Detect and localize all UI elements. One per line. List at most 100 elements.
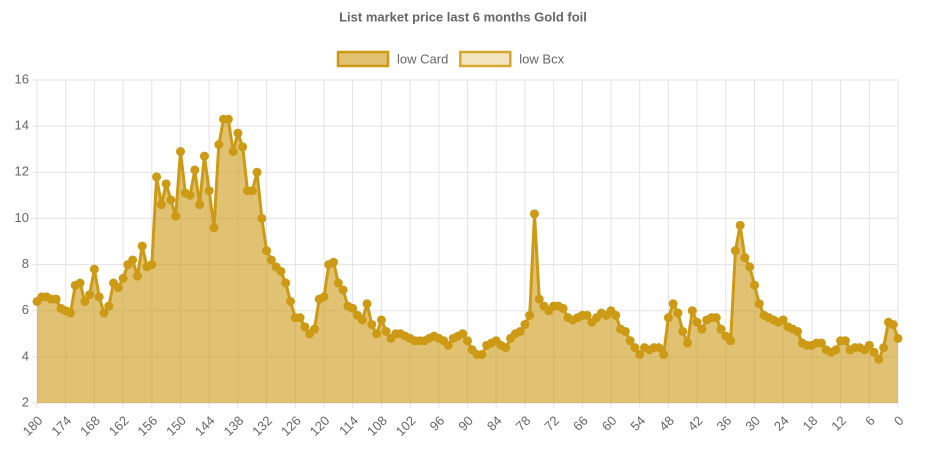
- data-point: [620, 326, 630, 336]
- data-point: [458, 329, 468, 339]
- y-tick-label: 2: [22, 394, 29, 409]
- data-point: [558, 303, 568, 313]
- data-point: [104, 301, 114, 311]
- data-point: [778, 315, 788, 325]
- x-tick-label: 96: [427, 413, 448, 434]
- data-point: [372, 329, 382, 339]
- data-point: [659, 350, 669, 360]
- data-point: [214, 140, 224, 150]
- x-tick-label: 18: [800, 413, 821, 434]
- data-point: [525, 310, 535, 320]
- y-tick-label: 4: [22, 348, 29, 363]
- x-tick-label: 156: [134, 413, 160, 439]
- data-point: [281, 278, 291, 288]
- data-point: [309, 324, 319, 334]
- data-point: [534, 294, 544, 304]
- x-tick-label: 48: [656, 413, 677, 434]
- data-point: [362, 299, 372, 309]
- data-point: [65, 308, 75, 318]
- data-point: [754, 299, 764, 309]
- y-tick-label: 14: [15, 118, 29, 133]
- data-point: [874, 354, 884, 364]
- data-point: [348, 303, 358, 313]
- data-point: [663, 313, 673, 323]
- x-tick-label: 90: [455, 413, 476, 434]
- data-point: [529, 209, 539, 219]
- data-point: [228, 147, 238, 157]
- data-point: [85, 290, 95, 300]
- x-tick-label: 108: [364, 413, 390, 439]
- y-tick-label: 6: [22, 302, 29, 317]
- data-point: [137, 241, 147, 251]
- y-tick-label: 16: [15, 71, 29, 86]
- data-point: [711, 313, 721, 323]
- data-point: [128, 255, 138, 265]
- data-point: [582, 310, 592, 320]
- data-point: [319, 292, 329, 302]
- x-tick-label: 126: [278, 413, 304, 439]
- data-point: [252, 167, 262, 177]
- data-point: [673, 308, 683, 318]
- data-point: [477, 350, 487, 360]
- x-tick-label: 42: [685, 413, 706, 434]
- data-point: [286, 296, 296, 306]
- data-point: [740, 253, 750, 263]
- y-tick-label: 10: [15, 210, 29, 225]
- data-point: [223, 114, 233, 124]
- x-tick-label: 78: [513, 413, 534, 434]
- data-point: [99, 308, 109, 318]
- data-point: [831, 345, 841, 355]
- data-point: [678, 326, 688, 336]
- x-tick-label: 84: [484, 413, 505, 434]
- data-point: [338, 285, 348, 295]
- data-point: [276, 266, 286, 276]
- x-tick-label: 12: [828, 413, 849, 434]
- legend-label: low Bcx: [519, 51, 564, 66]
- data-point: [463, 336, 472, 346]
- data-point: [683, 338, 693, 348]
- x-tick-label: 6: [862, 413, 878, 429]
- data-point: [171, 211, 181, 221]
- data-point: [625, 336, 635, 346]
- data-point: [611, 310, 621, 320]
- x-tick-label: 60: [599, 413, 620, 434]
- x-tick-label: 138: [220, 413, 246, 439]
- data-point: [51, 294, 61, 304]
- data-point: [161, 179, 171, 189]
- x-tick-label: 132: [249, 413, 275, 439]
- data-point: [367, 320, 377, 330]
- data-point: [195, 200, 205, 210]
- data-point: [118, 273, 128, 283]
- data-point: [726, 336, 736, 346]
- x-tick-label: 114: [336, 413, 361, 438]
- x-tick-label: 150: [163, 413, 189, 439]
- x-tick-label: 174: [48, 413, 74, 439]
- data-point: [520, 320, 530, 330]
- data-point: [238, 142, 248, 152]
- data-point: [132, 271, 142, 281]
- x-tick-label: 0: [891, 413, 907, 429]
- data-point: [152, 172, 162, 182]
- x-tick-label: 54: [627, 413, 648, 434]
- data-point: [199, 151, 209, 161]
- data-point: [295, 313, 305, 323]
- data-point: [730, 246, 740, 256]
- data-point: [376, 315, 386, 325]
- data-point: [893, 333, 903, 343]
- x-tick-label: 162: [106, 413, 132, 439]
- x-tick-label: 24: [771, 413, 792, 434]
- y-tick-label: 8: [22, 256, 29, 271]
- data-point: [840, 336, 850, 346]
- data-point: [329, 257, 339, 267]
- legend-swatch: [459, 50, 512, 68]
- data-point: [654, 343, 664, 353]
- y-tick-label: 12: [15, 164, 29, 179]
- data-point: [443, 340, 453, 350]
- x-tick-label: 66: [570, 413, 591, 434]
- x-tick-label: 30: [742, 413, 763, 434]
- data-point: [357, 315, 367, 325]
- data-point: [735, 220, 745, 230]
- data-point: [209, 223, 219, 233]
- data-point: [75, 278, 85, 288]
